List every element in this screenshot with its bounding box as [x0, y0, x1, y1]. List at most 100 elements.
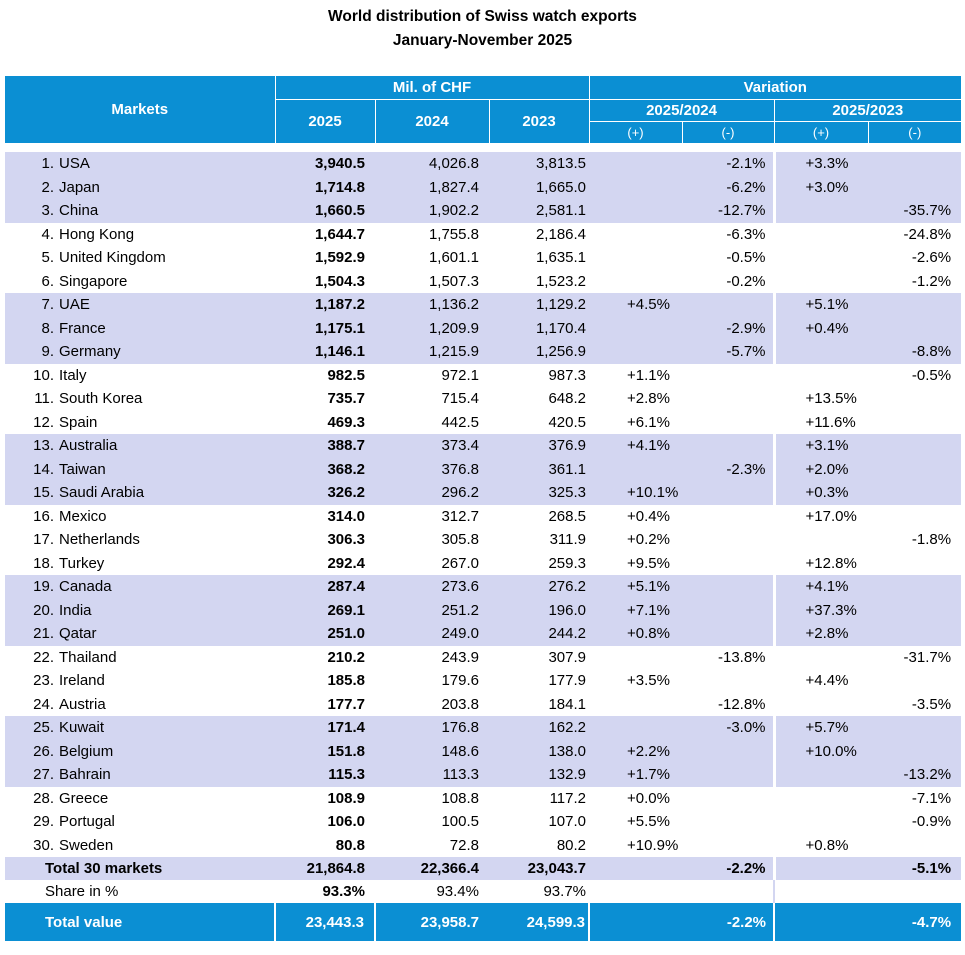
variation-2024-plus: +5.5% [627, 813, 670, 831]
table-row: 3. China 1,660.5 1,902.2 2,581.1 -12.7% -35.7% [5, 199, 962, 223]
value-2024: 1,601.1 [428, 249, 479, 267]
value-2025: 106.0 [327, 813, 365, 831]
market-cell: 3. China [5, 199, 275, 223]
table-row: 7. UAE 1,187.2 1,136.2 1,129.2 +4.5% +5.1% [5, 293, 962, 317]
value-2024: 1,827.4 [375, 175, 489, 199]
variation-2024-plus [589, 316, 683, 340]
value-2024: 72.8 [449, 836, 479, 854]
value-2023: 80.2 [556, 836, 587, 854]
market-name: Italy [59, 366, 87, 384]
variation-2024-minus [682, 410, 776, 434]
market-name: Japan [59, 178, 100, 196]
value-2024: 1,507.3 [428, 272, 479, 290]
header-plus: (+) [773, 121, 869, 143]
value-2023: 2,186.4 [535, 225, 587, 243]
market-cell: 13. Australia [5, 434, 275, 458]
variation-2023-minus [868, 505, 961, 529]
market-name: Sweden [59, 836, 114, 854]
market-name: Kuwait [59, 719, 105, 737]
variation-2024-minus [682, 833, 776, 857]
market-rank: 26. [33, 742, 54, 760]
total-30-minus-2024: -2.2% [682, 857, 776, 880]
market-name: Qatar [59, 625, 97, 643]
variation-2024-plus: +10.9% [627, 836, 679, 854]
variation-2023-plus [774, 223, 868, 247]
total-value-row: Total value 23,443.3 23,958.7 24,599.3 -2.2%… [5, 903, 962, 941]
share-blank-3 [774, 880, 868, 903]
value-2024: 1,215.9 [375, 340, 489, 364]
table-row: 30. Sweden 80.8 72.8 80.2 +10.9% +0.8% [5, 833, 961, 858]
variation-2023-plus: +2.8% [774, 622, 869, 646]
market-cell: 18. Turkey [5, 552, 275, 576]
value-2024: 442.5 [441, 413, 479, 431]
total-30-plus-2023 [774, 857, 869, 880]
header-2025: 2025 [274, 99, 375, 143]
variation-2024-plus [589, 246, 682, 270]
table-row: 20. India 269.1 251.2 196.0 +7.1% +37.3% [5, 598, 962, 622]
variation-2024-plus: +4.1% [589, 434, 683, 458]
variation-2023-minus [868, 598, 962, 622]
value-2025: 115.3 [275, 763, 375, 787]
variation-2024-minus: -0.2% [682, 269, 776, 293]
value-2023: 1,256.9 [489, 340, 590, 364]
variation-2024-minus [682, 293, 776, 317]
variation-2023-plus [774, 364, 868, 388]
table-row: 12. Spain 469.3 442.5 420.5 +6.1% +11.6% [5, 410, 961, 435]
total-value-minus-2024: -2.2% [682, 903, 775, 941]
table-row: 9. Germany 1,146.1 1,215.9 1,256.9 -5.7% -8.8% [5, 340, 962, 364]
value-2023: 311.9 [549, 531, 587, 549]
value-2025: 1,504.3 [314, 272, 365, 290]
variation-2023-minus [868, 739, 962, 763]
value-2025: 287.4 [275, 575, 375, 599]
market-cell: 12. Spain [5, 411, 275, 435]
variation-2023-minus [868, 834, 961, 858]
page-title: World distribution of Swiss watch export… [328, 8, 637, 25]
variation-2023-minus: -8.8% [868, 340, 962, 364]
variation-2023-plus [774, 270, 868, 294]
exports-table: Markets Mil. of CHF Variation 2025 2024 … [5, 76, 962, 941]
variation-2024-plus [589, 270, 682, 294]
variation-2024-plus [589, 457, 683, 481]
total-value-plus-2023 [773, 903, 869, 941]
variation-2023-plus: +13.5% [805, 390, 857, 408]
variation-2023-plus [774, 340, 869, 364]
table-row: 2. Japan 1,714.8 1,827.4 1,665.0 -6.2% +3.0% [5, 175, 962, 199]
header-markets: Markets [5, 76, 275, 143]
variation-2024-minus [682, 669, 776, 693]
variation-2023-plus: +0.8% [805, 836, 849, 854]
total-value-minus-2023: -4.7% [868, 903, 962, 941]
market-rank: 25. [33, 719, 54, 737]
value-2023: 307.9 [548, 648, 587, 666]
variation-2024-minus [682, 739, 776, 763]
variation-2024-minus: -5.7% [682, 340, 776, 364]
total-value-label: Total value [5, 903, 275, 941]
market-rank: 3. [41, 202, 54, 220]
variation-2023-minus [868, 575, 962, 599]
market-rank: 8. [41, 319, 54, 337]
header-variation-2025-2024: 2025/2024 [588, 99, 775, 122]
variation-2024-minus: -2.1% [682, 152, 776, 176]
variation-2023-minus [868, 622, 962, 646]
variation-2023-minus [868, 669, 961, 693]
total-value-2025: 23,443.3 [274, 903, 375, 941]
value-2025: 1,644.7 [314, 225, 365, 243]
header-mil-chf: Mil. of CHF [274, 76, 590, 100]
value-2025: 210.2 [327, 648, 365, 666]
variation-2023-minus: -3.5% [911, 695, 952, 713]
variation-2024-minus: -6.3% [682, 222, 776, 246]
value-2024: 373.4 [375, 434, 489, 458]
market-name: Belgium [59, 742, 114, 760]
variation-2023-plus: +17.0% [805, 507, 857, 525]
market-rank: 27. [33, 766, 54, 784]
market-name: Ireland [59, 672, 105, 690]
market-name: Australia [59, 437, 118, 455]
value-2024: 715.4 [441, 390, 479, 408]
variation-2023-minus: -1.8% [911, 531, 952, 549]
header-variation-2025-2023: 2025/2023 [773, 99, 962, 122]
market-rank: 7. [41, 296, 54, 314]
value-2025: 80.8 [335, 836, 365, 854]
table-row: 8. France 1,175.1 1,209.9 1,170.4 -2.9% +0.4% [5, 316, 962, 340]
value-2023: 138.0 [489, 739, 590, 763]
market-rank: 24. [33, 695, 54, 713]
variation-2024-plus [589, 693, 682, 717]
